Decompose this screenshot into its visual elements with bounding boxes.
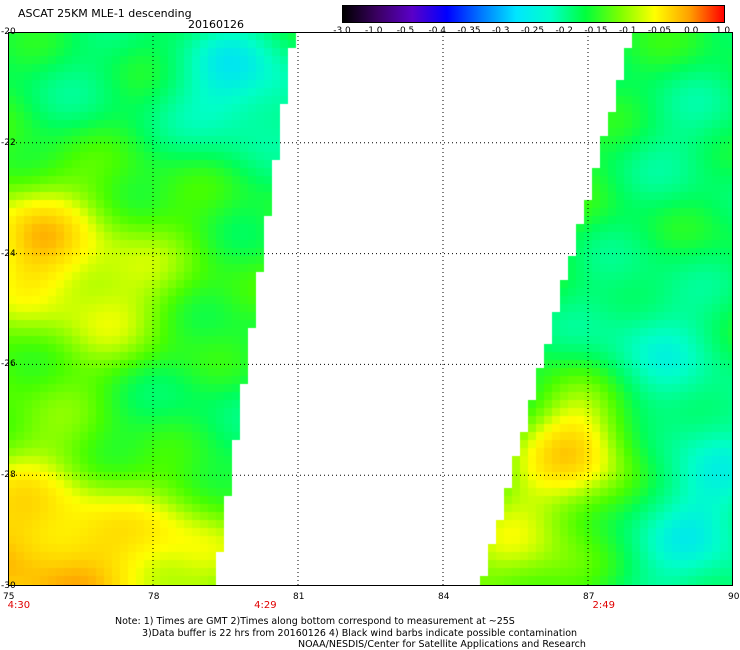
lat-lon-grid [8,32,733,586]
latitude-tick-label: -26 [1,359,16,370]
color-scale-tick-label: -3.0 [333,26,351,36]
color-scale-tick-label: -0.15 [584,26,608,36]
color-scale-tick-label: -0.3 [491,26,510,36]
color-scale-tick-label: -0.5 [396,26,415,36]
map-plot-area [8,32,733,586]
latitude-tick-label: -28 [1,470,16,481]
longitude-tick-label: 78 [148,592,160,602]
color-scale-tick-label: -0.4 [428,26,447,36]
color-scale-tick-label: 0.0 [684,26,699,36]
latitude-tick-label: -24 [1,248,16,259]
color-scale-tick-label: -0.35 [457,26,481,36]
footnote-line-3: NOAA/NESDIS/Center for Satellite Applica… [298,639,586,650]
latitude-tick-label: -22 [1,137,16,148]
footnote: Note: 1) Times are GMT 2)Times along bot… [115,616,586,650]
color-scale-tick-label: -1.0 [364,26,383,36]
longitude-tick-label: 75 [3,592,15,602]
color-scale-tick-label: -0.05 [647,26,672,36]
plot-frame [8,32,733,586]
swath-time-label: 4:30 [7,600,31,611]
latitude-tick-label: -20 [1,27,16,37]
longitude-tick-label: 90 [728,592,740,602]
footnote-line-2: 3)Data buffer is 22 hrs from 20160126 4)… [142,627,578,639]
color-scale-tick-label: 1.0 [715,26,731,36]
map-date: 20160126 [188,18,244,31]
longitude-tick-label: 81 [293,592,305,602]
longitude-tick-label: 84 [438,592,450,602]
color-scale-bar [342,5,725,23]
swath-time-label: 4:29 [254,600,277,611]
longitude-tick-label: 87 [583,592,595,602]
color-scale-tick-label: -0.2 [555,26,574,36]
color-scale-tick-label: -0.25 [520,26,545,36]
latitude-tick-label: -30 [1,581,16,591]
color-scale-tick-label: -0.1 [618,26,637,36]
wind-error-field [8,32,733,586]
swath-time-label: 2:49 [592,600,615,611]
map-title: ASCAT 25KM MLE-1 descending [18,7,192,20]
footnote-line-1: Note: 1) Times are GMT 2)Times along bot… [115,616,515,627]
